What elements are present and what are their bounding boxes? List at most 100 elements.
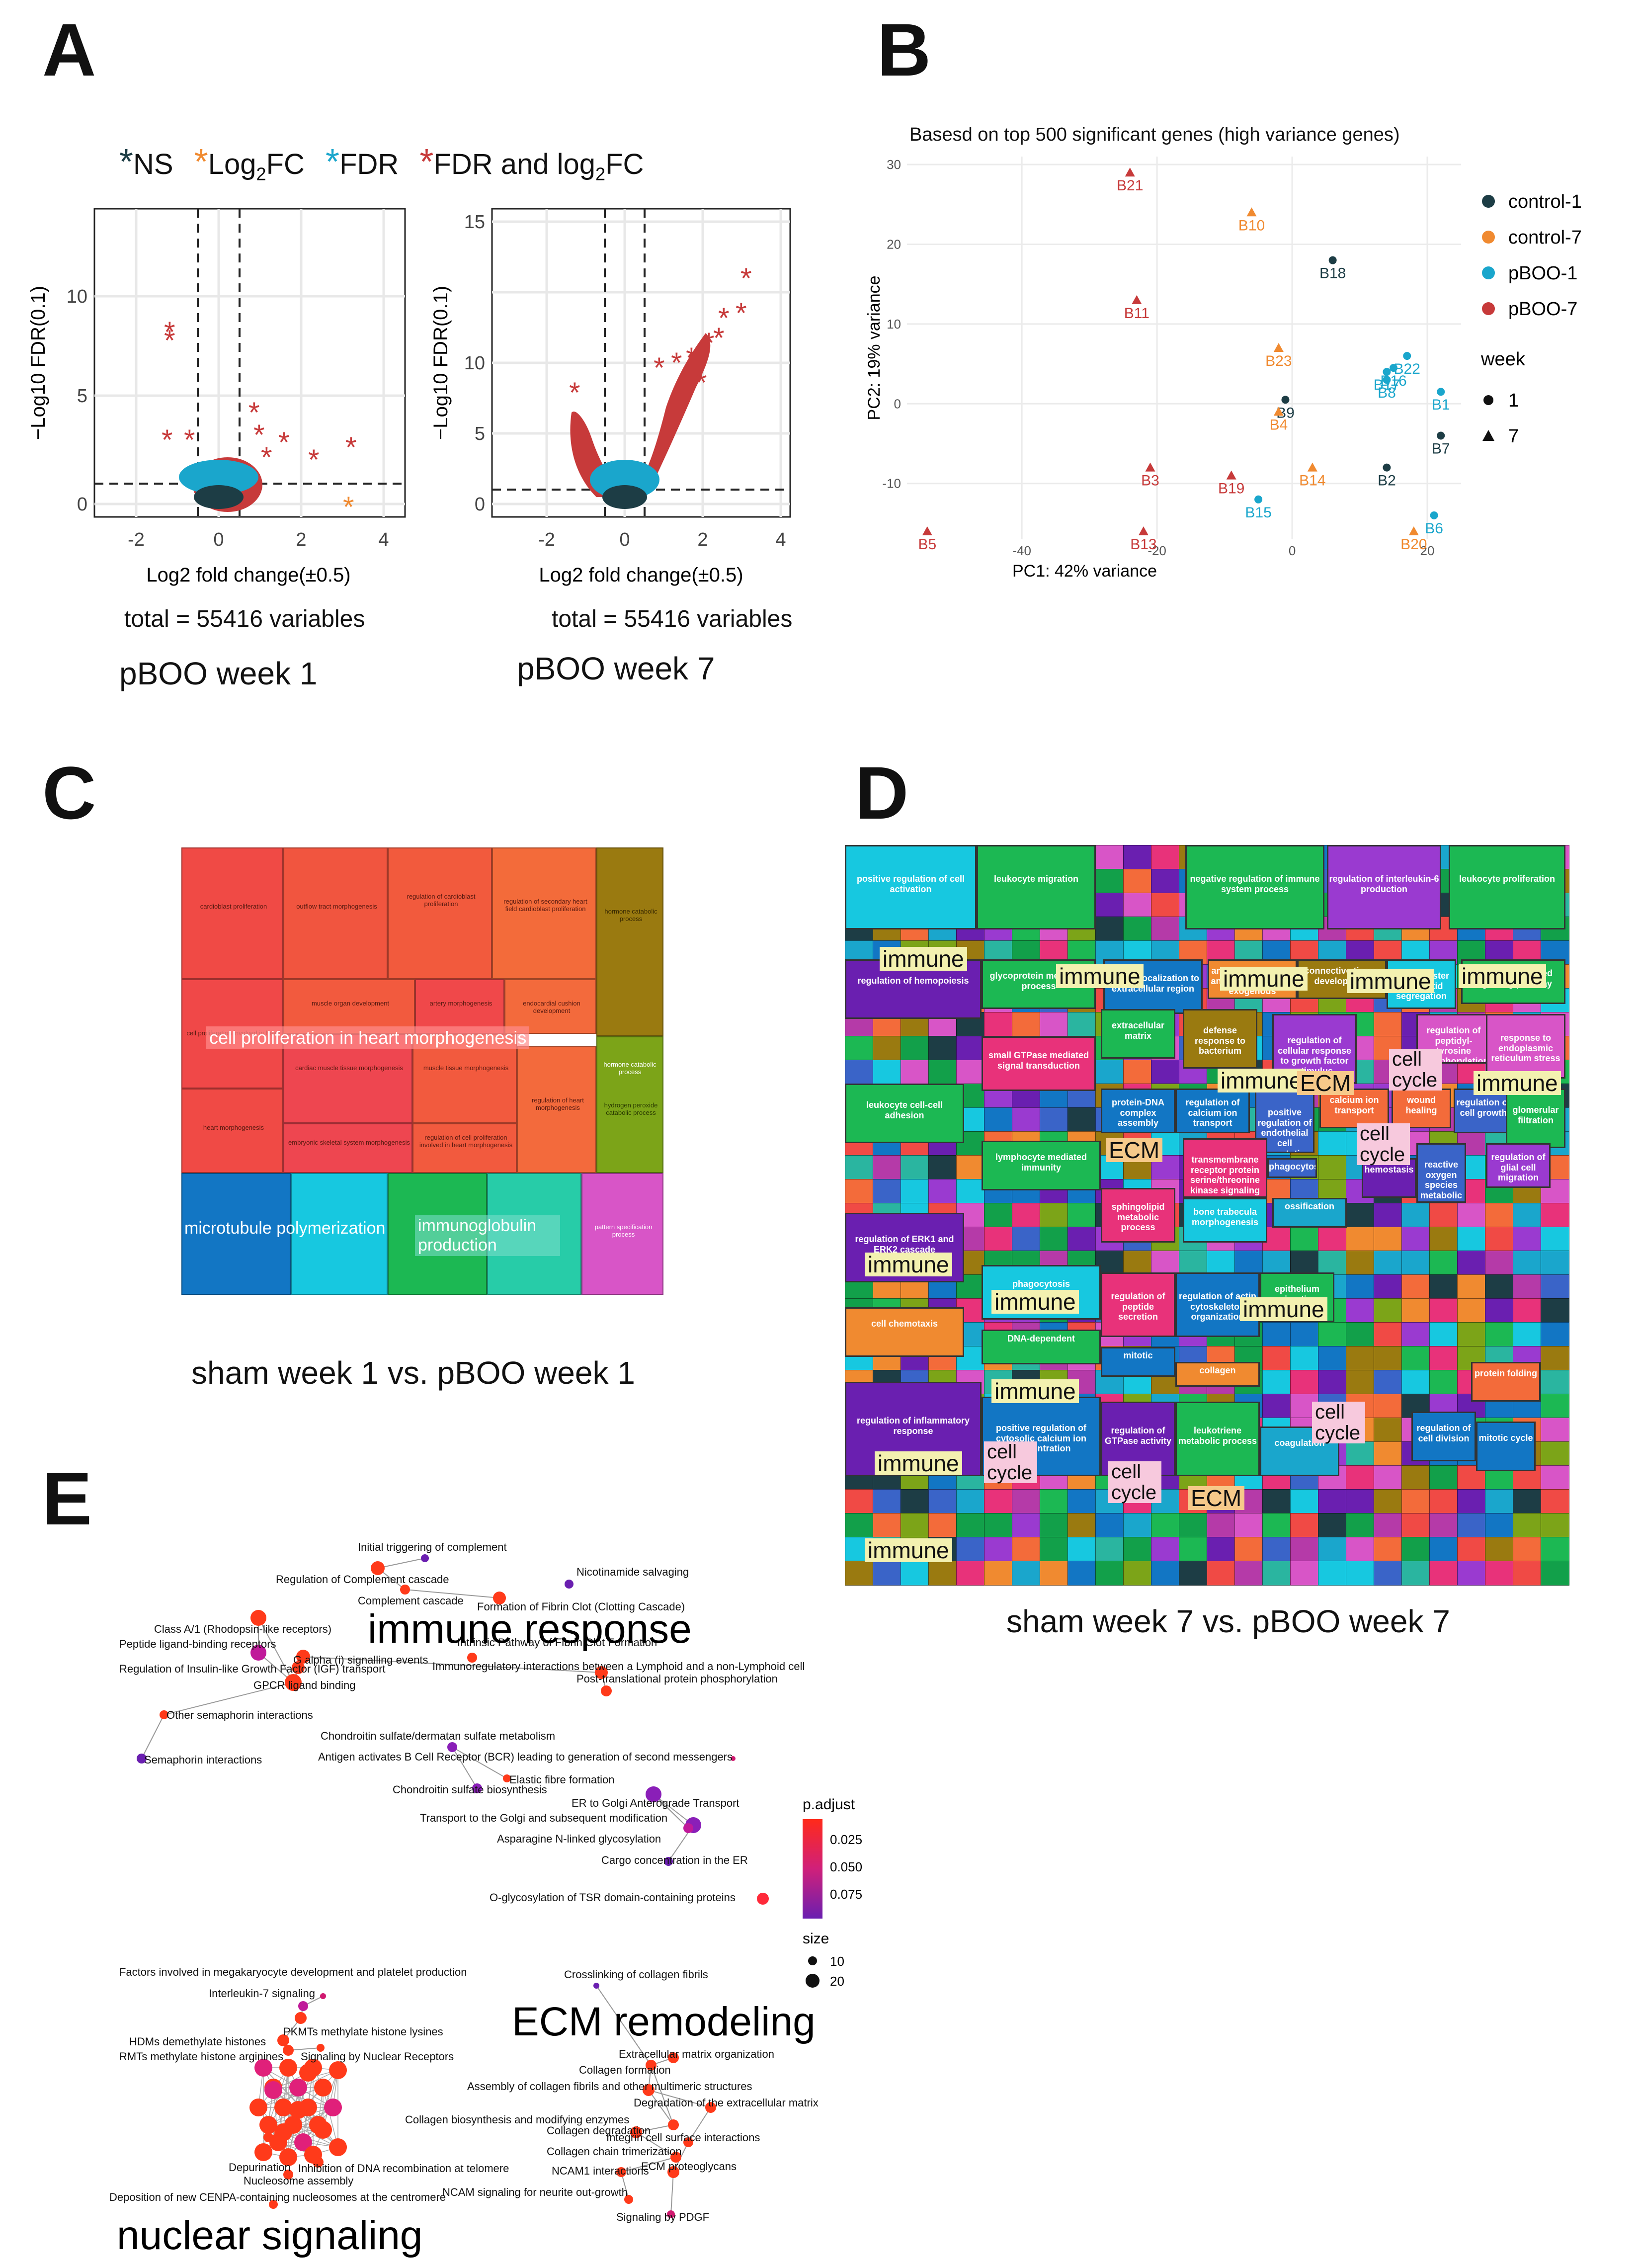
pca-legend: control-1 control-7 pBOO-1 pBOO-7 week 1 7 (1480, 191, 1582, 447)
network-node (667, 2210, 675, 2218)
network-node (667, 2166, 679, 2178)
pca-point-label: B11 (1124, 305, 1149, 322)
treemap-d-tile (1123, 1537, 1152, 1562)
treemap-d-term-label: defense response to bacterium (1194, 1025, 1246, 1056)
pca-point (1138, 526, 1149, 535)
treemap-d-tile (1485, 1298, 1514, 1323)
treemap-d-tile (1290, 1561, 1319, 1586)
treemap-d-tile (1401, 1513, 1430, 1538)
treemap-d-tile (901, 1060, 929, 1085)
treemap-d-tile (1541, 1489, 1569, 1514)
network-node-label: NCAM1 interactions (552, 2165, 649, 2177)
treemap-d-term: small GTPase mediated signal transductio… (982, 1036, 1096, 1091)
network-node (668, 2052, 679, 2063)
network-node-label: NCAM signaling for neurite out-growth (442, 2186, 628, 2198)
network-edge (596, 1985, 652, 2066)
treemap-d-tile (1123, 1251, 1152, 1275)
week7-xtick: 0 (619, 529, 630, 550)
treemap-d-tile (956, 1155, 985, 1180)
treemap-d-tile (1123, 893, 1152, 918)
treemap-d-tile (901, 1036, 929, 1061)
treemap-d-tile (1318, 1227, 1347, 1252)
treemap-d-tile (1374, 1203, 1402, 1228)
pca-point (1408, 526, 1419, 535)
treemap-d-tile (1151, 1561, 1180, 1586)
network-edge (648, 2090, 674, 2125)
treemap-d-term: mitotic cycle (1476, 1422, 1536, 1471)
treemap-d-tag-ecm: ECM (1106, 1138, 1163, 1162)
pca-point (1328, 256, 1337, 264)
treemap-d-tile (845, 1155, 874, 1180)
pca-legend-week-title: week (1480, 349, 1526, 370)
treemap-d-tile (1262, 1346, 1291, 1371)
pca-point-label: B5 (918, 536, 936, 553)
network-node-label: Signaling by Nuclear Receptors (301, 2050, 454, 2063)
treemap-d-tile (1457, 1251, 1486, 1275)
treemap-d-tile (1012, 1489, 1041, 1514)
treemap-d-term: regulation of calcium ion transport (1175, 1089, 1250, 1133)
treemap-d-tile (1401, 1537, 1430, 1562)
treemap-d-tile (845, 1036, 874, 1061)
pca-point-label: B4 (1270, 417, 1288, 433)
treemap-d-tile (1401, 1203, 1430, 1228)
treemap-d-tile (1012, 1227, 1041, 1252)
treemap-d-tile (1040, 1012, 1068, 1037)
treemap-d-tile (1374, 1298, 1402, 1323)
treemap-d-tag-immune: immune (865, 1538, 952, 1562)
treemap-d-term: calcium ion transport (1319, 1089, 1389, 1128)
treemap-d-tile (1457, 1322, 1486, 1347)
treemap-d-tile (1262, 1561, 1291, 1586)
treemap-d-tile (956, 1036, 985, 1061)
treemap-d-tile (873, 1561, 902, 1586)
treemap-d-tile (1429, 1322, 1458, 1347)
treemap-d-tile (956, 1561, 985, 1586)
network-node-label: PKMTs methylate histone lysines (283, 2025, 443, 2038)
size-legend-title: size (803, 1931, 829, 1947)
treemap-d-tile (1485, 1227, 1514, 1252)
treemap-d-term: transmembrane receptor protein serine/th… (1183, 1138, 1267, 1198)
panel-letter-a: A (42, 8, 96, 91)
pca-legend-shape (1482, 430, 1494, 441)
treemap-d-tile (1485, 1513, 1514, 1538)
network-node-label: Collagen degradation (547, 2124, 651, 2137)
treemap-d-tile (1040, 1537, 1068, 1562)
network-node (421, 1554, 429, 1562)
network-node (285, 1674, 302, 1691)
treemap-cell: pattern specification process (581, 1173, 663, 1295)
network-node (269, 2200, 278, 2209)
svg-text:*: * (248, 397, 260, 429)
svg-text:*: * (718, 302, 730, 335)
treemap-d-tile (1012, 1561, 1041, 1586)
pca-point (1246, 207, 1257, 217)
pca-legend-shape (1483, 395, 1493, 405)
network-edge (141, 1714, 164, 1759)
pca-legend-swatch (1482, 231, 1495, 244)
network-node (137, 1754, 147, 1764)
treemap-d-tile (1541, 1298, 1569, 1323)
treemap-d-tile (1429, 1227, 1458, 1252)
treemap-cell: muscle organ development (283, 979, 415, 1034)
treemap-d-tag-ecm: ECM (1297, 1071, 1354, 1095)
treemap-d-term: lymphocyte mediated immunity (982, 1141, 1101, 1190)
network-node (289, 2101, 307, 2119)
network-node-label: HDMs demethylate histones (129, 2035, 266, 2048)
treemap-d-tile (1067, 1107, 1096, 1132)
treemap-d-tile (928, 1155, 957, 1180)
treemap-d-tile (1485, 1489, 1514, 1514)
treemap-d-term: protein folding (1471, 1362, 1541, 1402)
network-node-label: Class A/1 (Rhodopsin-like receptors) (154, 1623, 331, 1635)
treemap-d-tile (1318, 1251, 1347, 1275)
treemap-d-tile (1123, 845, 1152, 870)
network-node (472, 1783, 482, 1793)
network-edge (688, 2107, 711, 2143)
treemap-d-tile (1513, 1561, 1542, 1586)
treemap-d-tile (956, 1537, 985, 1562)
treemap-cell: regulation of cardioblast proliferation (388, 847, 492, 979)
network-node-label: Crosslinking of collagen fibrils (564, 1968, 708, 1981)
treemap-d-tile (845, 1060, 874, 1085)
svg-text:*: * (184, 424, 195, 456)
treemap-d-tile (1095, 1537, 1124, 1562)
treemap-d-tile (1541, 1465, 1569, 1490)
treemap-d-term-label: leukocyte proliferation (1459, 874, 1556, 884)
